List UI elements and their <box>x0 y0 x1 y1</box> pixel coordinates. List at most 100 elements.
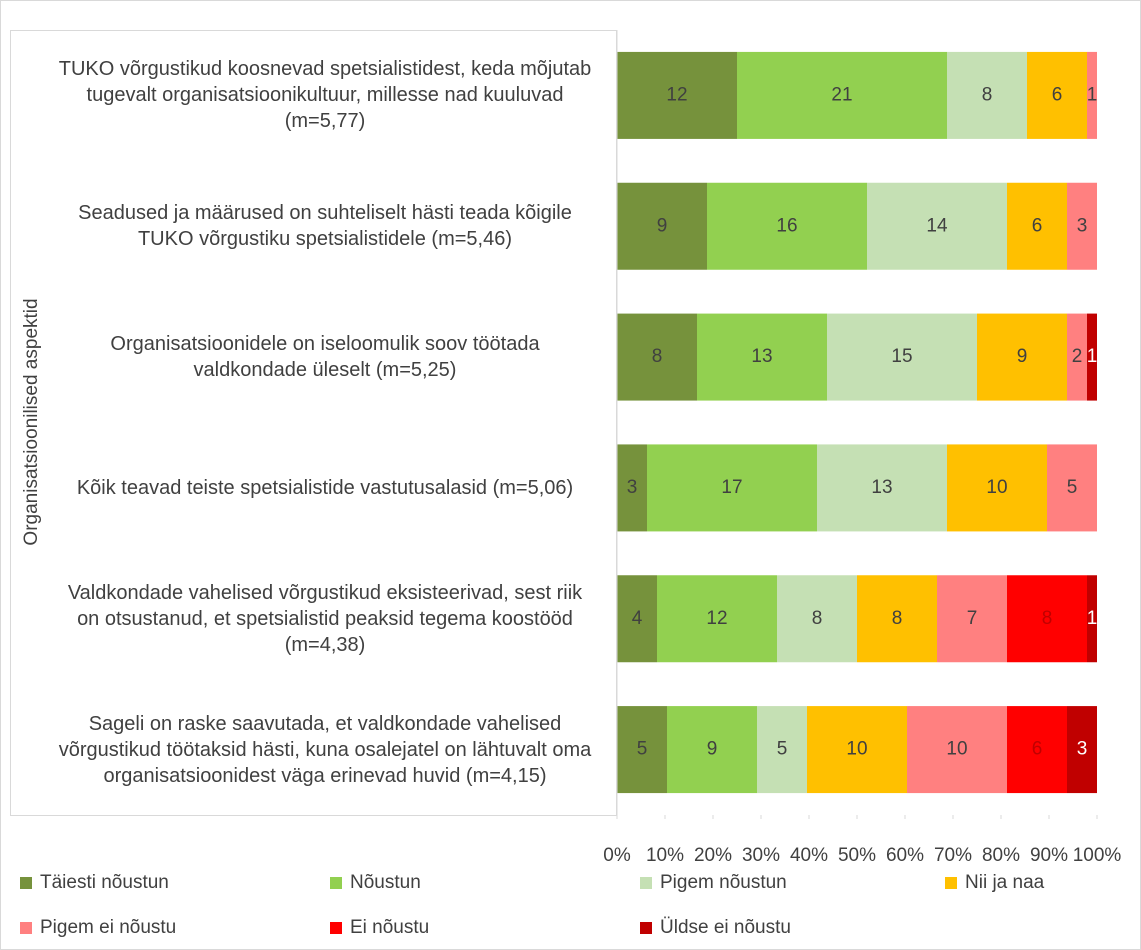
bar-segment <box>947 444 1047 532</box>
data-label: 10 <box>846 739 867 760</box>
data-label: 6 <box>1052 84 1063 105</box>
bar-segment <box>1047 444 1097 532</box>
data-label: 8 <box>1042 608 1053 629</box>
data-label: 1 <box>1087 608 1098 629</box>
bar-segment <box>617 182 707 270</box>
data-label: 14 <box>926 215 948 236</box>
bar-segment <box>977 313 1067 401</box>
bar-segment <box>707 182 867 270</box>
category-label: Valdkondade vahelised võrgustikud eksist… <box>67 581 583 656</box>
data-label: 3 <box>627 477 638 498</box>
bar-segment <box>737 51 947 139</box>
label-box <box>10 30 617 816</box>
bar-segment <box>807 706 907 794</box>
data-label: 3 <box>1077 739 1088 760</box>
y-axis-label: Organisatsioonilised aspektid <box>21 298 42 545</box>
legend-label: Pigem ei nõustu <box>40 917 176 938</box>
legend-label: Nii ja naa <box>965 872 1045 893</box>
category-label: Sageli on raske saavutada, et valdkondad… <box>58 712 592 787</box>
data-label: 10 <box>946 739 967 760</box>
x-tick-label: 20% <box>694 845 732 866</box>
bar-segment <box>1067 313 1087 401</box>
data-label: 15 <box>891 346 912 367</box>
legend-label: Nõustun <box>350 872 421 893</box>
data-label: 13 <box>871 477 892 498</box>
bar-segment <box>1027 51 1087 139</box>
bar-segment <box>757 706 807 794</box>
bar-segment <box>667 706 757 794</box>
x-tick-label: 0% <box>603 845 631 866</box>
data-label: 7 <box>967 608 978 629</box>
data-label: 5 <box>777 739 788 760</box>
data-label: 3 <box>1077 215 1088 236</box>
data-label: 8 <box>982 84 993 105</box>
bar-segment <box>657 575 777 663</box>
data-label: 17 <box>721 477 742 498</box>
x-tick-label: 90% <box>1030 845 1068 866</box>
legend-swatch <box>330 877 342 889</box>
data-label: 1 <box>1087 346 1098 367</box>
data-label: 16 <box>776 215 797 236</box>
bar-segment <box>617 444 647 532</box>
bar-segment <box>817 444 947 532</box>
data-label: 6 <box>1032 739 1043 760</box>
data-label: 9 <box>1017 346 1028 367</box>
bar-segment <box>1007 575 1087 663</box>
x-tick-label: 30% <box>742 845 780 866</box>
legend-label: Täiesti nõustun <box>40 872 169 893</box>
bar-segment <box>617 575 657 663</box>
x-tick-label: 40% <box>790 845 828 866</box>
bar-segment <box>1007 706 1067 794</box>
data-label: 9 <box>707 739 718 760</box>
legend-swatch <box>20 922 32 934</box>
bar-segment <box>647 444 817 532</box>
data-label: 6 <box>1032 215 1043 236</box>
bar-segment <box>1087 313 1097 401</box>
x-tick-label: 10% <box>646 845 684 866</box>
data-label: 12 <box>706 608 727 629</box>
x-tick-label: 50% <box>838 845 876 866</box>
legend-swatch <box>330 922 342 934</box>
data-label: 21 <box>831 84 852 105</box>
bar-segment <box>1067 182 1097 270</box>
bar-segment <box>617 313 697 401</box>
bar-segment <box>1067 706 1097 794</box>
bar-segment <box>1007 182 1067 270</box>
category-label: Seadused ja määrused on suhteliselt häst… <box>78 202 572 251</box>
data-label: 1 <box>1087 84 1098 105</box>
bar-segment <box>1087 51 1097 139</box>
data-label: 9 <box>657 215 668 236</box>
data-label: 4 <box>632 608 643 629</box>
bar-segment <box>1087 575 1097 663</box>
legend-swatch <box>945 877 957 889</box>
bar-segment <box>827 313 977 401</box>
legend-swatch <box>640 922 652 934</box>
legend-label: Pigem nõustun <box>660 872 787 893</box>
data-label: 8 <box>812 608 823 629</box>
data-label: 10 <box>986 477 1007 498</box>
x-tick-label: 70% <box>934 845 972 866</box>
data-label: 5 <box>1067 477 1078 498</box>
data-label: 5 <box>637 739 648 760</box>
bar-segment <box>697 313 827 401</box>
x-tick-label: 100% <box>1073 845 1122 866</box>
x-tick-label: 80% <box>982 845 1020 866</box>
bar-segment <box>907 706 1007 794</box>
bar-segment <box>857 575 937 663</box>
data-label: 8 <box>892 608 903 629</box>
category-label: TUKO võrgustikud koosnevad spetsialistid… <box>58 58 592 133</box>
bar-segment <box>937 575 1007 663</box>
x-tick-label: 60% <box>886 845 924 866</box>
data-label: 2 <box>1072 346 1083 367</box>
data-label: 13 <box>751 346 772 367</box>
bar-segment <box>867 182 1007 270</box>
legend-swatch <box>640 877 652 889</box>
bar-segment <box>777 575 857 663</box>
legend-label: Üldse ei nõustu <box>660 917 791 938</box>
category-label: Organisatsioonidele on iseloomulik soov … <box>110 333 540 382</box>
legend-swatch <box>20 877 32 889</box>
bar-segment <box>947 51 1027 139</box>
bar-segment <box>617 51 737 139</box>
